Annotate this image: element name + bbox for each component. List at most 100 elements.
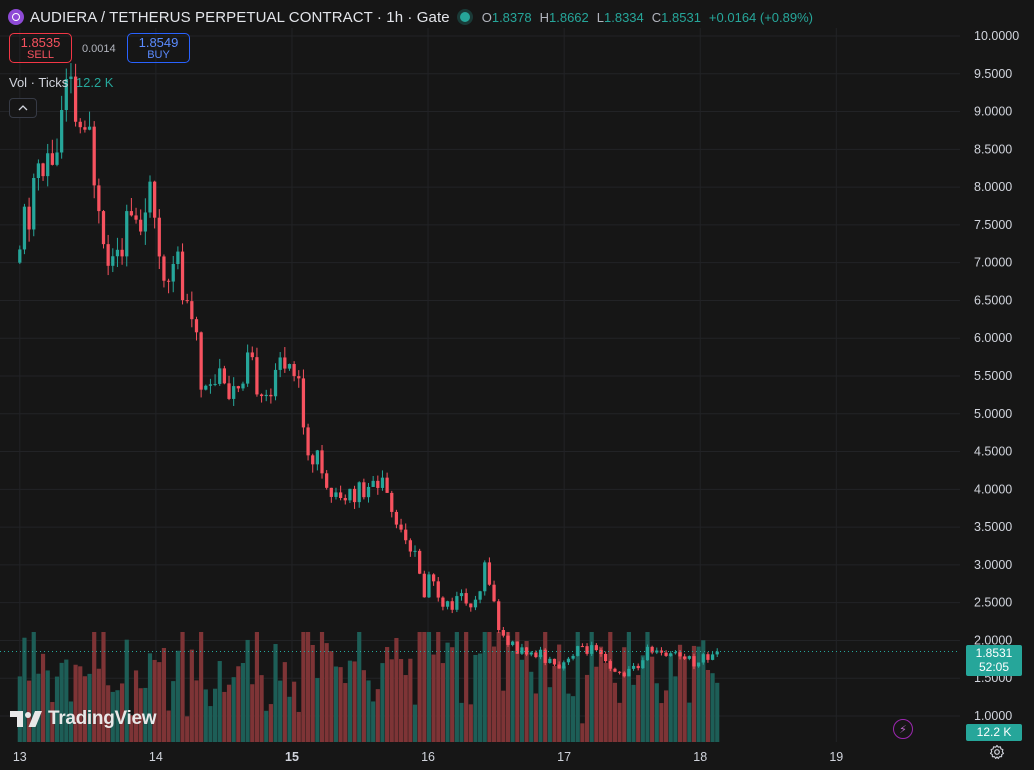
volume-bar [31, 632, 36, 742]
volume-bar [645, 632, 650, 742]
candle-body [246, 352, 250, 384]
candle-body [97, 185, 101, 212]
symbol-title[interactable]: AUDIERA / TETHERUS PERPETUAL CONTRACT · … [30, 8, 450, 26]
volume-bar [371, 701, 376, 742]
volume-bar [212, 688, 218, 742]
time-tick-label: 19 [829, 750, 843, 764]
price-tick-label: 1.0000 [974, 709, 1012, 723]
volume-bar [22, 637, 27, 742]
volume-bar [185, 716, 190, 742]
candle-body [166, 280, 171, 282]
market-open-dot-icon [459, 12, 470, 22]
price-axis[interactable]: 10.0000 9.5000 9.0000 8.5000 8.0000 7.5000 7.0… [974, 29, 1019, 723]
volume-bar [36, 673, 41, 742]
volume-bar [445, 642, 450, 742]
volume-bar [166, 710, 171, 742]
volume-bar [422, 632, 427, 742]
volume-bar [580, 723, 585, 742]
candle-body [366, 486, 371, 498]
candle-body [385, 477, 389, 493]
volume-bar [501, 690, 506, 742]
candle-body [427, 574, 431, 598]
candle-body [576, 646, 580, 656]
candle-body [418, 550, 422, 574]
candle-body [343, 498, 347, 501]
volume-bar [394, 637, 399, 742]
volume-bar [673, 676, 678, 742]
volume-bar [440, 663, 445, 742]
volume-bar [626, 632, 631, 742]
volume-bar [431, 654, 436, 742]
volume-bar [566, 693, 571, 742]
candle-body [562, 662, 566, 669]
candle-body [557, 664, 561, 669]
volume-bar [361, 670, 366, 742]
candle-body [515, 641, 519, 654]
candle-body [464, 593, 468, 604]
volume-bar [147, 653, 153, 742]
volume-bar [529, 671, 534, 742]
candle-body [478, 591, 482, 600]
lightning-icon[interactable]: ⚡ [893, 719, 913, 739]
candle-body [334, 492, 338, 497]
volume-bar [96, 668, 101, 742]
candle-body [608, 661, 612, 669]
buy-button[interactable]: 1.8549 BUY [127, 33, 190, 63]
volume-bar [389, 659, 394, 742]
candle-body [329, 487, 333, 497]
volume-bar [352, 661, 357, 742]
volume-bar [296, 711, 301, 742]
candle-body [371, 480, 375, 487]
volume-legend-label: Vol · Ticks [9, 75, 69, 90]
sell-button[interactable]: 1.8535 SELL [9, 33, 72, 63]
volume-bar [426, 632, 432, 742]
candle-body [431, 574, 436, 582]
volume-bar [347, 660, 353, 742]
volume-bar [217, 661, 222, 742]
collapse-legend-button[interactable] [9, 98, 37, 118]
volume-bar [50, 702, 55, 742]
candle-body [445, 601, 450, 607]
volume-bar [598, 646, 604, 742]
volume-bar [259, 675, 264, 742]
candle-body [483, 562, 487, 592]
audiera-logo-icon[interactable] [8, 9, 24, 25]
volume-bar [468, 704, 473, 742]
candle-body [264, 394, 268, 397]
candle-body [69, 76, 73, 80]
volume-bar [640, 655, 645, 742]
candle-body [218, 368, 222, 384]
candle-body [497, 601, 501, 631]
candle-body [469, 603, 473, 608]
ohlc-values: O1.8378 H1.8662 L1.8334 C1.8531 +0.0164 … [482, 10, 813, 25]
volume-bar [110, 691, 115, 742]
volume-bar [701, 640, 706, 742]
candle-body [617, 671, 622, 673]
volume-bar [482, 632, 487, 742]
volume-bar [496, 632, 501, 742]
volume-bar [398, 659, 404, 742]
candle-body [73, 76, 78, 122]
volume-bar [64, 659, 69, 742]
price-tick-label: 5.5000 [974, 369, 1012, 383]
candle-body [213, 383, 217, 385]
candle-body [259, 394, 264, 397]
candle-body [692, 656, 696, 667]
tradingview-logo[interactable]: TradingView [10, 708, 157, 730]
price-tick-label: 10.0000 [974, 29, 1019, 43]
price-tick-label: 2.0000 [974, 633, 1012, 647]
volume-bar [505, 632, 511, 742]
volume-legend[interactable]: Vol · Ticks 12.2 K [9, 75, 113, 90]
candle-body [390, 492, 394, 512]
volume-bar [450, 647, 455, 742]
volume-bar [668, 654, 673, 742]
candle-body [436, 581, 440, 598]
gear-icon[interactable] [989, 744, 1005, 760]
volume-bar [175, 650, 180, 742]
candle-body [185, 300, 189, 302]
candle-body [408, 540, 412, 552]
price-tick-label: 8.5000 [974, 142, 1012, 156]
volume-bar [45, 670, 50, 742]
time-axis[interactable]: 13 14 15 16 17 18 19 [13, 750, 843, 764]
